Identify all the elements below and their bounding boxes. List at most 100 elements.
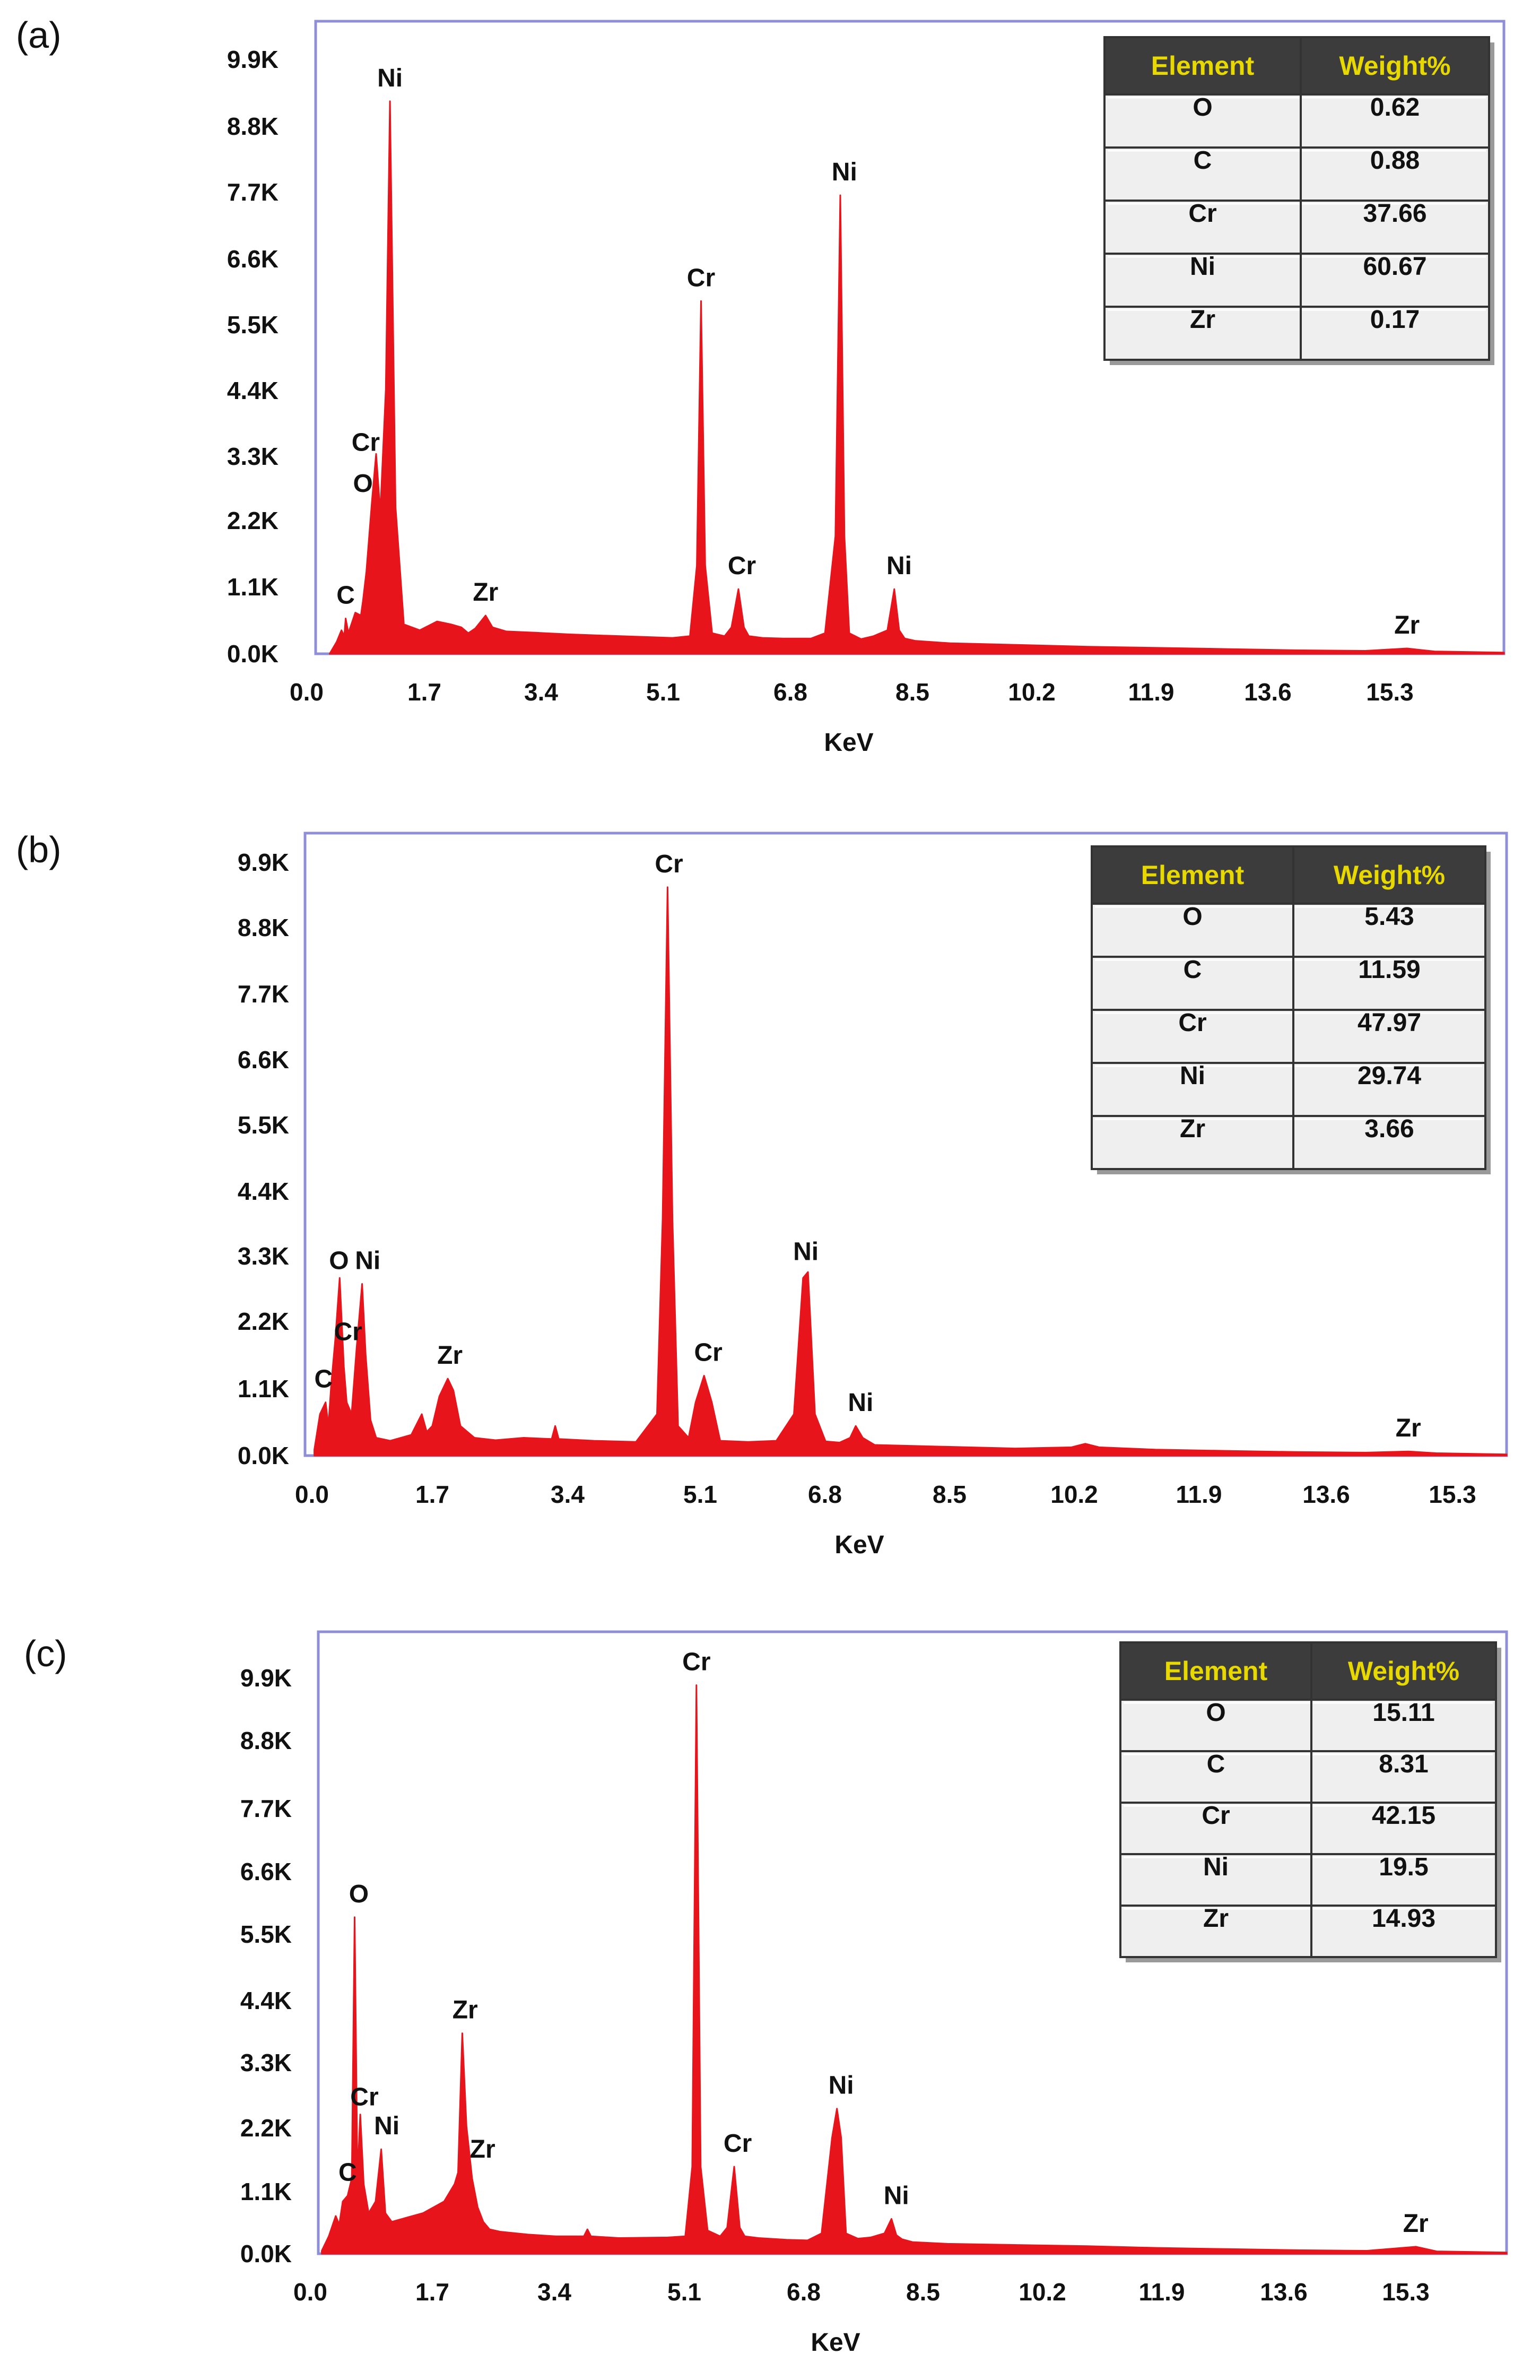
table-cell: 29.74 bbox=[1358, 1062, 1421, 1090]
y-tick-label: 3.3K bbox=[240, 2049, 292, 2076]
peak-label-ni: Ni bbox=[377, 64, 403, 92]
y-tick-label: 2.2K bbox=[240, 2114, 292, 2142]
y-tick-label: 1.1K bbox=[227, 573, 279, 601]
y-tick-label: 6.6K bbox=[227, 245, 279, 273]
x-tick-label: 3.4 bbox=[524, 678, 558, 706]
y-tick-label: 3.3K bbox=[238, 1242, 289, 1270]
peak-label-ni: Ni bbox=[848, 1389, 873, 1417]
table-cell: 3.66 bbox=[1364, 1115, 1414, 1143]
y-tick-label: 8.8K bbox=[227, 112, 279, 140]
table-header-cell: Weight% bbox=[1339, 51, 1450, 81]
y-tick-label: 9.9K bbox=[240, 1664, 292, 1692]
table-cell: 0.62 bbox=[1370, 93, 1420, 122]
table-header-cell: Element bbox=[1151, 51, 1255, 81]
x-tick-label: 5.1 bbox=[667, 2278, 701, 2306]
panel-label: (b) bbox=[16, 829, 62, 870]
table-header-cell: Element bbox=[1164, 1656, 1268, 1686]
table-cell: 60.67 bbox=[1363, 253, 1426, 281]
table-cell: C bbox=[1207, 1750, 1225, 1778]
x-tick-label: 3.4 bbox=[551, 1481, 585, 1508]
x-axis-label: KeV bbox=[811, 2329, 860, 2357]
x-tick-label: 13.6 bbox=[1244, 678, 1292, 706]
table-cell: 15.11 bbox=[1372, 1699, 1434, 1727]
y-tick-label: 0.0K bbox=[238, 1442, 289, 1469]
x-axis-label: KeV bbox=[824, 729, 873, 757]
table-cell: Ni bbox=[1180, 1062, 1205, 1090]
peak-label-zr: Zr bbox=[1403, 2210, 1429, 2238]
table-cell: Zr bbox=[1203, 1905, 1229, 1933]
table-cell: 0.88 bbox=[1370, 146, 1420, 175]
element-weight-table: Element Weight% O 5.43 C 11.59 Cr 47.97 Ni 29.74 Z… bbox=[1091, 845, 1491, 1174]
panel-label: (c) bbox=[24, 1633, 67, 1674]
x-tick-label: 6.8 bbox=[808, 1481, 842, 1508]
element-weight-table: Element Weight% O 15.11 C 8.31 Cr 42.15 Ni 19.5 Zr… bbox=[1119, 1641, 1501, 1962]
y-tick-label: 3.3K bbox=[227, 443, 279, 470]
table-header-cell: Element bbox=[1141, 860, 1245, 890]
peak-label-cr: Cr bbox=[687, 264, 715, 292]
x-tick-label: 13.6 bbox=[1302, 1481, 1350, 1508]
peak-label-zr: Zr bbox=[1396, 1414, 1421, 1442]
x-tick-label: 10.2 bbox=[1050, 1481, 1098, 1508]
peak-label-ni: Ni bbox=[355, 1247, 380, 1275]
x-tick-label: 15.3 bbox=[1382, 2278, 1430, 2306]
peak-label-ni: Ni bbox=[832, 158, 857, 186]
x-tick-label: 8.5 bbox=[895, 678, 929, 706]
peak-label-zr: Zr bbox=[1394, 611, 1420, 639]
peak-label-ni: Ni bbox=[886, 552, 912, 580]
table-cell: Ni bbox=[1190, 253, 1215, 281]
eds-chart-0: (a) 0.0K 1.1K 2.2K 3.3K 4.4K 5.5K 6.6K 7.7K 8.8K 9… bbox=[16, 14, 1506, 757]
x-tick-label: 0.0 bbox=[293, 2278, 327, 2306]
y-tick-label: 0.0K bbox=[227, 640, 279, 668]
table-cell: O bbox=[1193, 93, 1212, 122]
table-cell: Zr bbox=[1190, 306, 1215, 334]
peak-label-cr: Cr bbox=[350, 2083, 378, 2111]
x-tick-label: 10.2 bbox=[1019, 2278, 1066, 2306]
x-tick-label: 5.1 bbox=[683, 1481, 717, 1508]
peak-label-zr: Zr bbox=[437, 1342, 463, 1370]
spectrum-panel-a: (a) 0.0K 1.1K 2.2K 3.3K 4.4K 5.5K 6.6K 7.7K 8.8K 9… bbox=[0, 0, 1540, 793]
table-cell: Cr bbox=[1202, 1802, 1230, 1830]
table-cell: C bbox=[1194, 146, 1212, 175]
x-tick-label: 6.8 bbox=[773, 678, 807, 706]
peak-label-c: C bbox=[338, 2159, 357, 2187]
peak-label-c: C bbox=[336, 582, 355, 610]
table-header-cell: Weight% bbox=[1348, 1656, 1459, 1686]
y-tick-label: 7.7K bbox=[238, 980, 289, 1008]
peak-label-cr: Cr bbox=[724, 2130, 752, 2158]
y-tick-label: 1.1K bbox=[238, 1375, 289, 1403]
panel-label: (a) bbox=[16, 14, 62, 56]
x-tick-label: 6.8 bbox=[787, 2278, 821, 2306]
x-tick-label: 0.0 bbox=[295, 1481, 329, 1508]
peak-label-o: O bbox=[353, 470, 373, 498]
element-weight-table: Element Weight% O 0.62 C 0.88 Cr 37.66 Ni 60.67 Zr… bbox=[1103, 36, 1494, 365]
x-tick-label: 11.9 bbox=[1128, 678, 1174, 706]
y-tick-label: 2.2K bbox=[238, 1308, 289, 1335]
table-cell: 37.66 bbox=[1363, 200, 1426, 228]
peak-label-zr: Zr bbox=[470, 2135, 495, 2163]
y-tick-label: 6.6K bbox=[240, 1858, 292, 1885]
x-tick-label: 13.6 bbox=[1260, 2278, 1308, 2306]
y-tick-label: 6.6K bbox=[238, 1046, 289, 1074]
peak-label-o: O bbox=[329, 1247, 349, 1275]
peak-label-ni: Ni bbox=[374, 2112, 399, 2140]
peak-label-zr: Zr bbox=[473, 578, 498, 607]
x-tick-label: 1.7 bbox=[415, 2278, 449, 2306]
x-tick-label: 8.5 bbox=[906, 2278, 940, 2306]
x-tick-label: 0.0 bbox=[290, 678, 324, 706]
table-cell: Ni bbox=[1203, 1853, 1229, 1881]
spectrum-series-0 bbox=[314, 886, 1508, 1457]
table-cell: 42.15 bbox=[1372, 1802, 1435, 1830]
table-cell: O bbox=[1182, 903, 1202, 931]
y-tick-label: 5.5K bbox=[227, 311, 279, 339]
x-tick-label: 1.7 bbox=[407, 678, 441, 706]
spectrum-panel-c: (c) 0.0K 1.1K 2.2K 3.3K 4.4K 5.5K 6.6K 7.7K 8.8K 9… bbox=[0, 1587, 1540, 2380]
table-header-bg bbox=[1103, 36, 1490, 96]
table-cell: Cr bbox=[1188, 200, 1216, 228]
table-cell: 19.5 bbox=[1379, 1853, 1428, 1881]
table-cell: 0.17 bbox=[1370, 306, 1420, 334]
peak-label-cr: Cr bbox=[655, 850, 683, 878]
y-tick-label: 9.9K bbox=[238, 849, 289, 876]
eds-chart-2: (c) 0.0K 1.1K 2.2K 3.3K 4.4K 5.5K 6.6K 7.7K 8.8K 9… bbox=[24, 1630, 1508, 2357]
x-tick-label: 3.4 bbox=[537, 2278, 571, 2306]
y-tick-label: 8.8K bbox=[240, 1727, 292, 1754]
